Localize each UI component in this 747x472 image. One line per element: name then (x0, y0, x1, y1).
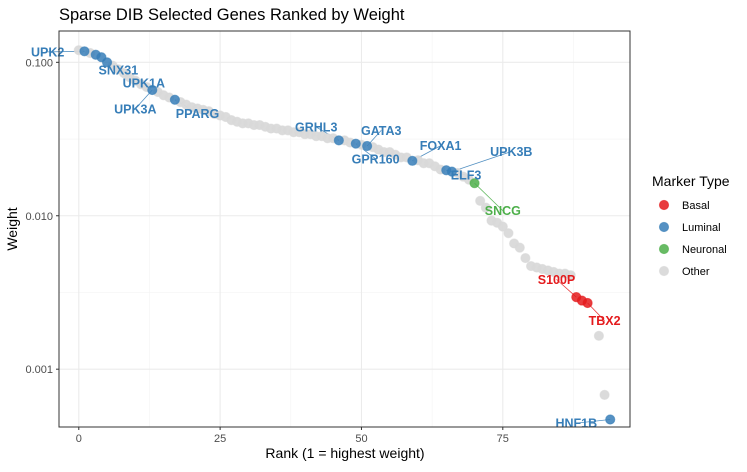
gene-label: UPK3B (490, 145, 532, 159)
axes: 0 25 50 75 0.100 0.010 0.001 (25, 57, 508, 445)
y-tick-label: 0.010 (25, 211, 53, 223)
y-tick-label: 0.100 (25, 57, 53, 69)
label-connector (474, 182, 504, 211)
legend-label: Basal (682, 200, 710, 212)
x-tick-label: 0 (76, 433, 82, 445)
plot-border (58, 30, 631, 428)
gene-label: PPARG (176, 107, 220, 121)
point-luminal (362, 140, 373, 152)
gene-label: GPR160 (352, 152, 400, 166)
point-luminal (101, 57, 113, 68)
legend-key-neuronal (658, 243, 670, 255)
gene-label: GATA3 (361, 124, 402, 138)
point-other (565, 270, 576, 281)
point-luminal (605, 414, 616, 425)
gene-label: HNF1B (555, 417, 597, 431)
legend: Marker Type Basal Luminal Neuronal Other (652, 173, 730, 278)
point-luminal (350, 138, 361, 149)
point-other (475, 195, 486, 206)
x-tick-label: 75 (497, 433, 509, 445)
y-axis-title: Weight (4, 207, 20, 250)
gene-label: TBX2 (589, 314, 621, 328)
point-luminal (407, 155, 418, 166)
point-luminal (446, 166, 458, 177)
gene-label: UPK1A (123, 76, 165, 90)
x-tick-label: 50 (355, 433, 367, 445)
gene-label: ELF3 (451, 169, 482, 183)
point-other (503, 228, 514, 239)
gene-label: UPK2 (31, 45, 64, 59)
legend-key-luminal (658, 221, 670, 233)
gene-label: GRHL3 (295, 120, 337, 134)
legend-items: Basal Luminal Neuronal Other (658, 199, 727, 278)
point-other (520, 252, 531, 264)
point-basal (582, 297, 593, 309)
gene-label: UPK3A (114, 102, 156, 116)
gene-label: SNX31 (99, 64, 139, 78)
point-luminal (333, 135, 344, 146)
label-connector (576, 419, 611, 424)
x-tick-label: 25 (214, 433, 226, 445)
point-other (497, 221, 508, 232)
gene-label: SNCG (485, 204, 521, 218)
legend-label: Other (682, 266, 710, 278)
legend-key-basal (658, 199, 670, 211)
point-other (480, 202, 491, 213)
point-luminal (79, 46, 90, 57)
data-points (73, 45, 616, 425)
gene-label: S100P (538, 273, 576, 287)
legend-label: Luminal (682, 222, 721, 234)
point-luminal (147, 84, 158, 96)
label-connector (451, 151, 512, 172)
chart-title: Sparse DIB Selected Genes Ranked by Weig… (59, 6, 405, 24)
point-other (514, 242, 525, 253)
x-axis-title: Rank (1 = highest weight) (265, 445, 424, 461)
point-neuronal (469, 178, 480, 189)
gene-label: FOXA1 (420, 139, 462, 153)
legend-key-other (658, 265, 670, 277)
legend-label: Neuronal (682, 244, 727, 256)
point-other (593, 330, 605, 341)
point-other (599, 389, 610, 400)
plot-panel (59, 31, 630, 427)
point-luminal (169, 94, 180, 105)
legend-title: Marker Type (652, 173, 730, 189)
y-tick-label: 0.001 (25, 364, 53, 376)
